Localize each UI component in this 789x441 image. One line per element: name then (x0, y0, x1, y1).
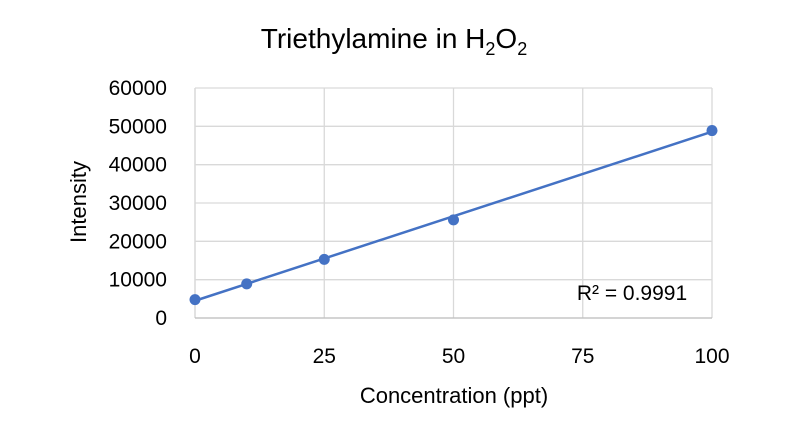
y-tick-label: 50000 (109, 115, 167, 138)
x-tick-label: 50 (442, 345, 465, 368)
data-point (318, 253, 330, 265)
data-point (241, 278, 253, 290)
y-axis: 0 10000 20000 30000 40000 50000 60000 (109, 77, 196, 330)
x-tick-label: 25 (313, 345, 336, 368)
y-tick-label: 30000 (109, 192, 167, 215)
data-point (448, 214, 459, 226)
y-axis-label: Intensity (66, 161, 91, 243)
chart-title-mid: O (495, 23, 517, 54)
y-tick-label: 10000 (109, 269, 167, 292)
y-tick-label: 60000 (109, 77, 167, 100)
x-tick-label: 75 (571, 345, 594, 368)
r-squared-annotation: R² = 0.9991 (577, 282, 687, 305)
data-point (706, 125, 718, 137)
y-tick-label: 40000 (109, 154, 167, 177)
x-axis: 0 25 50 75 100 (189, 317, 730, 368)
data-points (189, 125, 718, 306)
x-axis-label: Concentration (ppt) (360, 383, 548, 408)
y-tick-label: 20000 (109, 230, 167, 253)
chart-title-main: Triethylamine in H (261, 23, 486, 54)
chart-title-subscript-2: 2 (517, 39, 527, 59)
chart-title: Triethylamine in H2O2 (261, 23, 527, 59)
x-tick-label: 0 (189, 345, 201, 368)
data-point (189, 294, 201, 306)
y-tick-label: 0 (155, 307, 167, 330)
chart-title-subscript-1: 2 (485, 39, 495, 59)
x-tick-label: 100 (694, 345, 729, 368)
